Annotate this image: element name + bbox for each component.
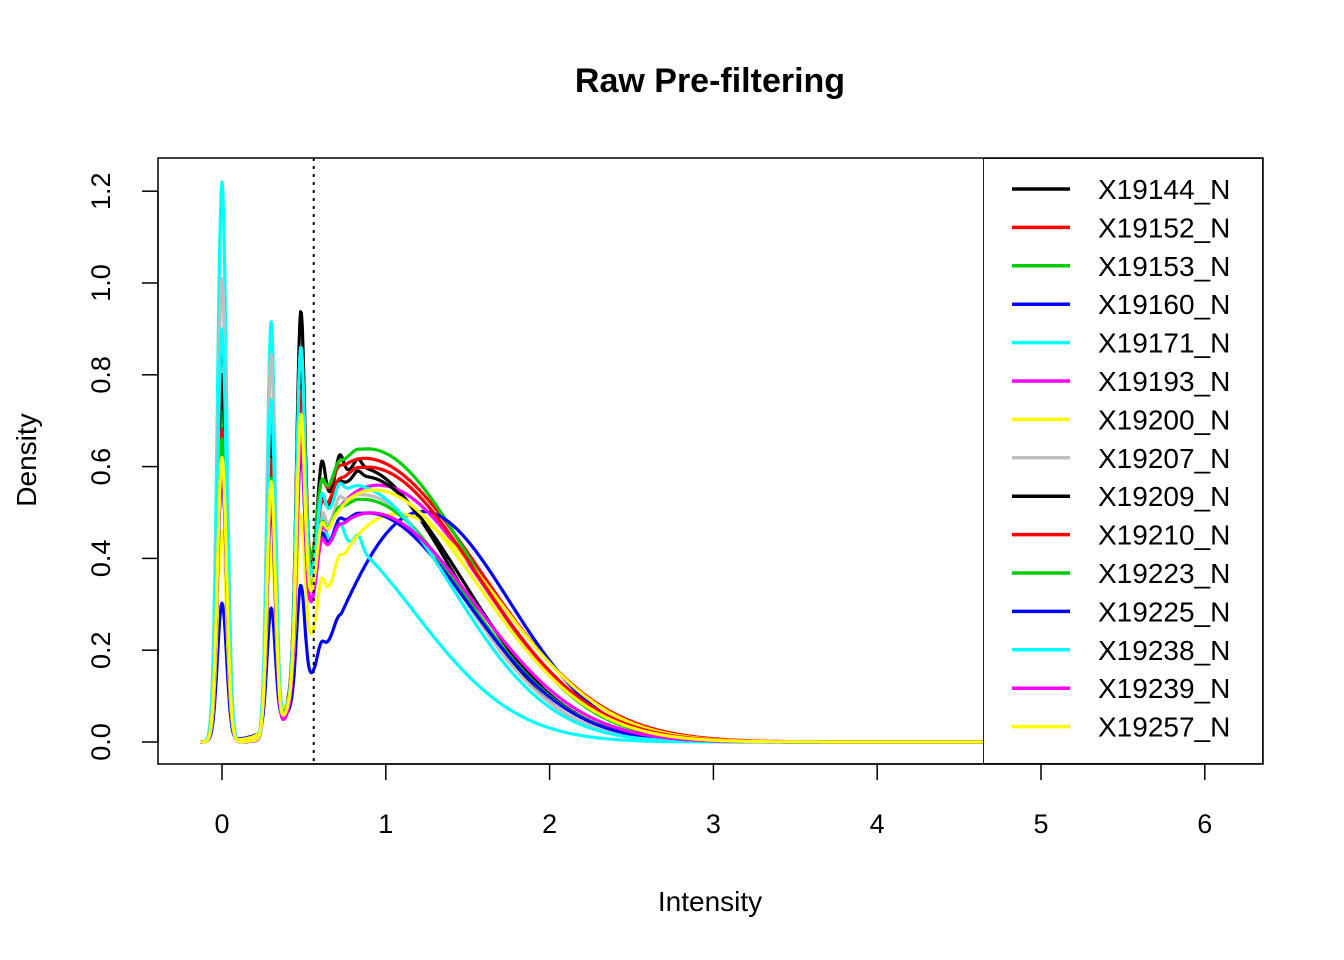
- legend: X19144_N X19152_N X19153_N X19160_N X19171_N…: [983, 158, 1263, 764]
- legend-label: X19223_N: [1098, 558, 1230, 589]
- axes: 0 1 2 3 4 5 6 0.0 0.2 0.4 0.6 0.8 1.0 1.2: [86, 157, 1264, 839]
- y-tick-label: 1.0: [86, 264, 116, 302]
- y-tick-label: 0.8: [86, 356, 116, 394]
- y-tick-label: 0.0: [86, 723, 116, 761]
- x-tick-label: 0: [214, 809, 229, 839]
- legend-label: X19257_N: [1098, 712, 1230, 743]
- legend-label: X19207_N: [1098, 443, 1230, 474]
- legend-label: X19160_N: [1098, 289, 1230, 320]
- legend-label: X19144_N: [1098, 174, 1230, 205]
- legend-label: X19152_N: [1098, 212, 1230, 243]
- y-tick-label: 0.2: [86, 631, 116, 669]
- x-tick-label: 1: [378, 809, 393, 839]
- legend-label: X19210_N: [1098, 520, 1230, 551]
- y-tick-label: 0.4: [86, 540, 116, 578]
- y-tick-label: 0.6: [86, 448, 116, 486]
- x-tick-label: 5: [1033, 809, 1048, 839]
- density-curve-x19171-n: [199, 180, 993, 744]
- legend-label: X19200_N: [1098, 404, 1230, 435]
- legend-label: X19238_N: [1098, 635, 1230, 666]
- x-axis-label: Intensity: [658, 886, 762, 917]
- x-tick-label: 3: [706, 809, 721, 839]
- x-tick-label: 4: [870, 809, 885, 839]
- legend-entries: X19144_N X19152_N X19153_N X19160_N X19171_N…: [983, 158, 1263, 764]
- legend-label: X19171_N: [1098, 328, 1230, 359]
- legend-box: [983, 158, 1263, 764]
- chart-title: Raw Pre-filtering: [575, 62, 845, 100]
- legend-label: X19225_N: [1098, 596, 1230, 627]
- legend-label: X19209_N: [1098, 481, 1230, 512]
- legend-label: X19193_N: [1098, 366, 1230, 397]
- x-tick-label: 2: [542, 809, 557, 839]
- x-tick-label: 6: [1197, 809, 1212, 839]
- density-curve-x19210-n: [199, 389, 993, 744]
- y-tick-label: 1.2: [86, 172, 116, 210]
- density-curves: [199, 180, 993, 744]
- legend-label: X19239_N: [1098, 673, 1230, 704]
- density-curve-x19257-n: [199, 412, 993, 744]
- y-axis-label: Density: [11, 413, 42, 506]
- legend-label: X19153_N: [1098, 251, 1230, 282]
